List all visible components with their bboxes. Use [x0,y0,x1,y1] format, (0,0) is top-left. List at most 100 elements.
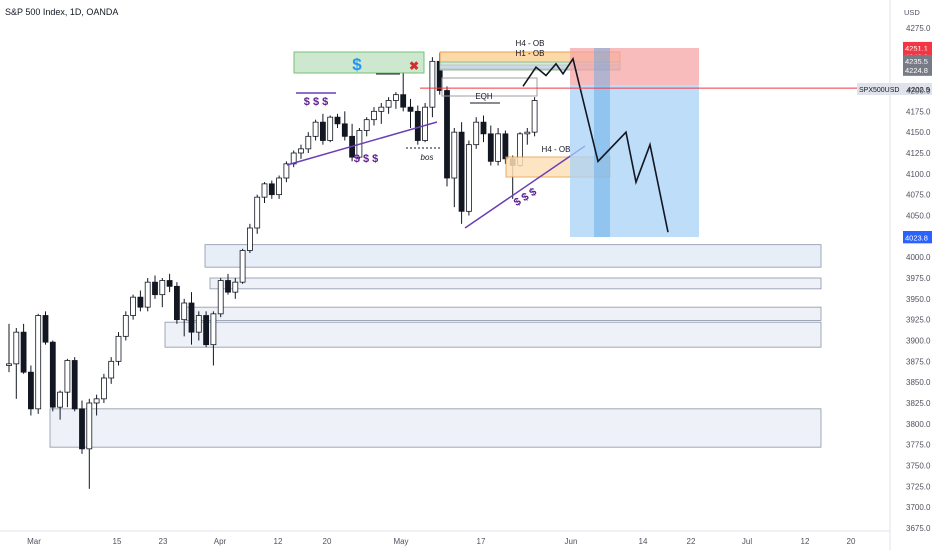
candle-body [166,280,173,287]
date-tick-label: Jul [742,537,752,546]
candle-body [210,313,217,346]
position-highlight [594,48,610,237]
candle-body [144,281,151,308]
price-tick-label: 3725.0 [906,482,931,491]
candle-body [283,163,290,179]
price-badge-value: 4235.5 [905,57,928,66]
price-badge-value: 4023.8 [905,233,928,242]
liquidity-box[interactable] [293,51,425,74]
candle-body [312,121,319,137]
price-badge [903,63,932,76]
current-price-symbol-badge [857,83,905,95]
price-badge-value: 4251.1 [905,44,928,53]
candle-body [159,280,166,296]
price-tick-label: 4150.0 [906,128,931,137]
h1-ob-label-top: H1 - OB [516,49,545,58]
price-tick-label: 3850.0 [906,378,931,387]
h4-ob-label-top: H4 - OB [516,39,545,48]
candle-body [108,360,115,379]
candle-body [49,341,56,408]
date-tick-label: 15 [113,537,122,546]
demand-zone[interactable] [209,277,822,290]
candle-body [341,123,348,137]
price-tick-label: 4075.0 [906,191,931,200]
liquidity-marks-1: $ $ $ [304,96,328,108]
candle-body [371,110,377,121]
date-tick-label: Jun [565,537,578,546]
price-tick-label: 3800.0 [906,420,931,429]
date-tick-label: 14 [639,537,648,546]
candle-body [319,121,326,141]
date-tick-label: 17 [477,537,486,546]
liquidity-marks-3: $ $ $ [512,186,539,209]
price-tick-label: 3975.0 [906,274,931,283]
candle-body [487,133,494,162]
candle-body [137,296,144,308]
demand-zone[interactable] [204,244,822,268]
price-tick-label: 4125.0 [906,149,931,158]
bos-label: bos [421,153,434,162]
price-tick-label: 4050.0 [906,212,931,221]
candle-body [181,302,188,321]
currency-label: USD [904,8,920,17]
date-tick-label: 20 [847,537,856,546]
candle-body [414,110,421,141]
current-price-symbol: SPX500USD [859,87,899,94]
liquidity-marks-2: $ $ $ [354,153,378,165]
candle-body [480,121,487,135]
candle-body [57,391,63,408]
date-tick-label: 12 [801,537,810,546]
candle-body [79,408,85,450]
take-profit-zone[interactable] [570,85,699,237]
time-axis[interactable]: Mar 15 23 Apr 12 20 May 17 Jun 14 22 Jul 12 20 [27,537,856,546]
candle-body [203,315,210,346]
demand-zone[interactable] [49,408,822,448]
price-badge-value: 4224.8 [905,66,928,75]
candle-body [232,281,239,293]
candle-body [195,315,202,333]
date-tick-label: 12 [274,537,283,546]
price-badge [903,231,932,244]
candle-body [188,302,195,333]
resistance-box[interactable] [441,77,538,97]
price-tick-label: 3950.0 [906,295,931,304]
candle-body [261,183,268,198]
price-tick-label: 3775.0 [906,441,931,450]
candle-body [42,315,49,343]
candle-body [451,131,458,179]
candle-body [246,227,253,251]
candle-body [298,148,304,154]
candle-body [531,100,538,133]
chart-title: S&P 500 Index, 1D, OANDA [5,7,118,17]
candle-body [86,402,93,450]
candle-body [502,133,509,160]
price-tick-label: 4175.0 [906,107,931,116]
date-tick-label: 20 [323,537,332,546]
candle-body [458,131,465,212]
liquidity-dollar-icon: $ [352,55,362,74]
price-tick-label: 3875.0 [906,357,931,366]
current-price-value: 4202.9 [907,85,930,94]
price-tick-label: 3675.0 [906,524,931,533]
candle-body [473,121,480,146]
price-axis[interactable]: 4275.04250.04225.04200.04175.04150.04125… [906,24,931,533]
candle-body [268,183,275,196]
candle-body [392,94,399,101]
date-tick-label: 22 [687,537,696,546]
stop-loss-zone[interactable] [570,48,699,85]
candle-body [254,196,261,229]
candle-body [93,398,100,404]
h4-ob-label-bottom: H4 - OB [542,145,571,154]
date-tick-label: Mar [27,537,41,546]
candle-body [524,131,531,135]
candle-body [71,360,78,410]
demand-zone[interactable] [185,306,822,321]
demand-zone[interactable] [164,321,822,348]
candle-body [115,335,122,362]
trendline-march-april [286,121,438,166]
candle-body [20,331,27,373]
